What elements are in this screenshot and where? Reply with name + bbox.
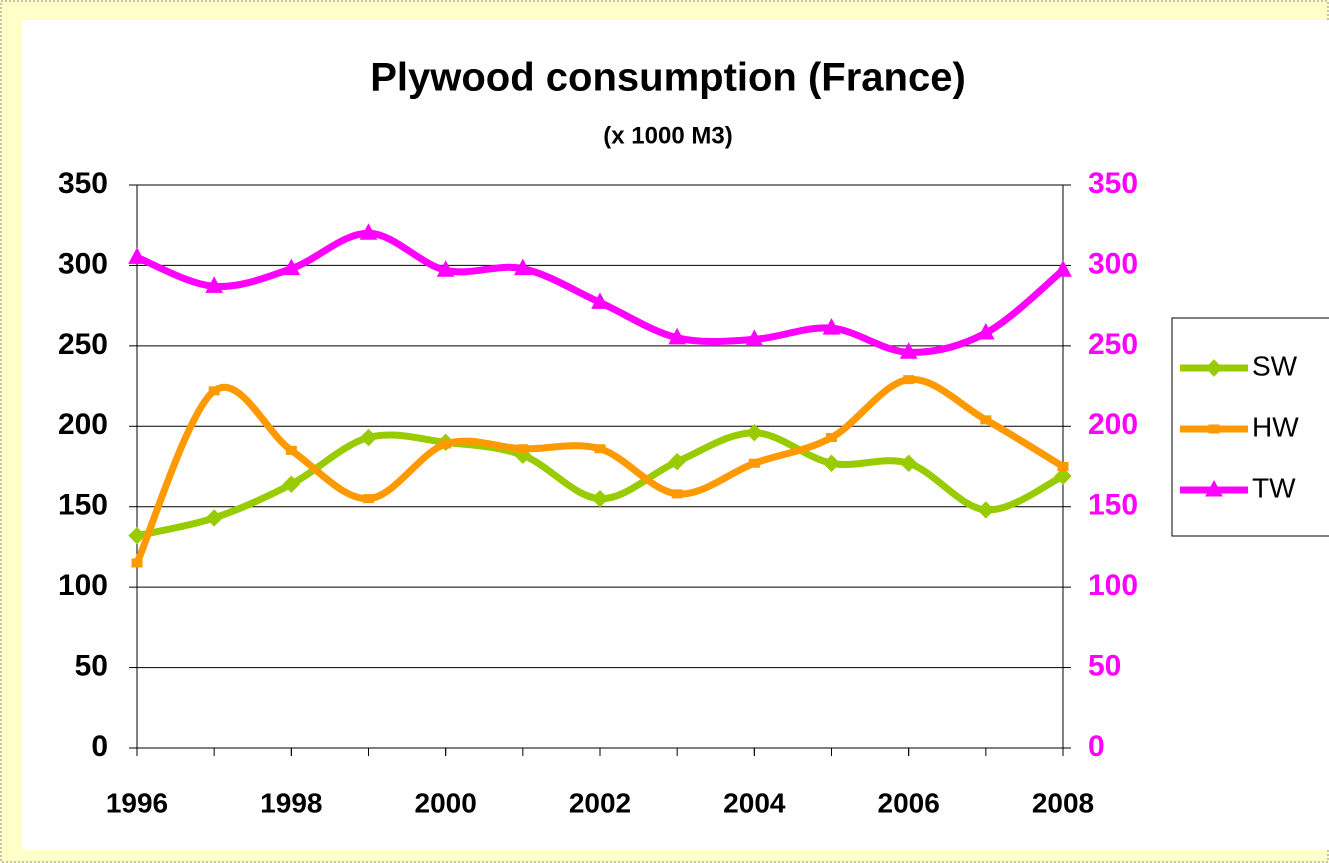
y2-tick-label: 150	[1088, 489, 1138, 522]
chart-title: Plywood consumption (France)	[370, 56, 966, 100]
point-marker	[363, 494, 374, 504]
point-marker	[668, 327, 687, 345]
point-marker	[359, 223, 378, 240]
legend-label: TW	[1252, 472, 1296, 503]
x-tick-label: 2004	[723, 787, 786, 818]
point-marker	[899, 342, 918, 359]
point-marker	[282, 475, 301, 493]
point-marker	[980, 415, 992, 425]
point-marker	[745, 329, 764, 346]
legend-label: SW	[1252, 350, 1298, 381]
point-marker	[285, 445, 297, 455]
legend-marker	[1208, 424, 1220, 434]
y-tick-label: 250	[58, 328, 108, 361]
legend-marker	[1205, 359, 1223, 377]
x-tick-label: 1998	[260, 787, 322, 818]
y2-tick-label: 100	[1088, 569, 1138, 602]
point-marker	[826, 433, 837, 443]
chart-area	[22, 20, 1329, 850]
y2-tick-label: 250	[1088, 328, 1138, 361]
point-marker	[1054, 260, 1072, 277]
y-tick-label: 350	[58, 167, 108, 200]
point-marker	[440, 439, 452, 449]
chart-subtitle: (x 1000 M3)	[603, 122, 732, 149]
y2-tick-label: 200	[1088, 408, 1138, 441]
point-marker	[591, 489, 609, 508]
y2-tick-label: 350	[1088, 167, 1138, 200]
y2-tick-label: 300	[1088, 247, 1138, 280]
point-marker	[671, 489, 683, 499]
y-tick-label: 50	[75, 649, 108, 682]
x-tick-label: 1996	[106, 787, 168, 818]
point-marker	[128, 526, 146, 545]
point-marker	[436, 260, 455, 277]
y-tick-label: 300	[58, 247, 108, 280]
point-marker	[594, 444, 606, 454]
point-marker	[822, 318, 841, 335]
point-marker	[976, 322, 995, 340]
point-marker	[208, 386, 220, 396]
point-marker	[977, 501, 995, 519]
point-marker	[903, 375, 915, 385]
y2-tick-label: 50	[1088, 649, 1121, 682]
point-marker	[205, 276, 224, 293]
legend-label: HW	[1252, 411, 1299, 442]
point-marker	[668, 452, 686, 471]
point-marker	[1054, 467, 1072, 485]
point-marker	[359, 428, 378, 447]
y-tick-label: 0	[91, 730, 108, 763]
point-marker	[745, 424, 764, 442]
x-tick-label: 2006	[878, 787, 940, 818]
point-marker	[822, 454, 841, 472]
legend-marker	[1205, 479, 1223, 497]
point-marker	[517, 444, 529, 454]
y-tick-label: 200	[58, 408, 108, 441]
x-tick-label: 2008	[1032, 787, 1094, 818]
point-marker	[513, 258, 532, 276]
point-marker	[899, 454, 918, 472]
point-marker	[282, 258, 301, 276]
y-tick-label: 150	[58, 489, 108, 522]
point-marker	[748, 458, 760, 468]
point-marker	[128, 247, 146, 264]
point-marker	[591, 292, 609, 309]
point-marker	[131, 558, 143, 568]
x-tick-label: 2000	[415, 787, 477, 818]
point-marker	[1057, 462, 1069, 471]
x-tick-label: 2002	[569, 787, 631, 818]
point-marker	[205, 509, 223, 527]
y2-tick-label: 0	[1088, 730, 1105, 763]
y-tick-label: 100	[58, 569, 108, 602]
